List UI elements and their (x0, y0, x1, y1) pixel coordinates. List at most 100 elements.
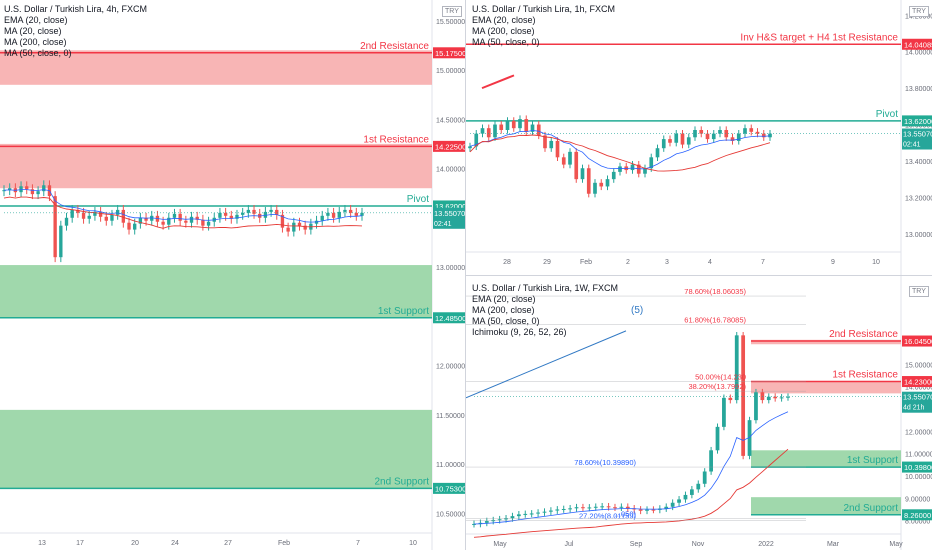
candle-body (689, 489, 694, 495)
y-tick-label: 14.00000 (436, 167, 465, 174)
currency-badge: TRY (909, 286, 929, 297)
candle-body (2, 190, 6, 192)
candle-body (497, 519, 502, 521)
pane-divider-vertical[interactable] (465, 0, 466, 550)
chart-1w-pane[interactable]: 16.0000015.0000014.0000013.0000012.00000… (466, 276, 932, 550)
level-label: Pivot (876, 109, 898, 120)
x-tick-label: 10 (409, 540, 417, 547)
candle-body (722, 397, 726, 427)
candle-body (661, 139, 666, 149)
candle-body (680, 133, 685, 145)
candle-body (348, 209, 353, 213)
y-tick-label: 13.00000 (905, 232, 932, 239)
candle-body (144, 217, 148, 221)
chart-1w-svg[interactable]: 16.0000015.0000014.0000013.0000012.00000… (466, 276, 932, 550)
candle-body (320, 215, 324, 221)
candle-body (518, 119, 522, 129)
candle-body (110, 214, 114, 221)
level-label: 2nd Support (844, 503, 899, 514)
candle-body (201, 219, 205, 226)
candle-body (195, 216, 199, 220)
candle-body (87, 215, 91, 219)
ma-line (3, 196, 363, 229)
fib-label: 78.60%(18.06035) (684, 287, 746, 296)
candle-body (354, 212, 358, 216)
x-tick-label: 13 (38, 540, 46, 547)
legend-ema: EMA (20, close) (4, 15, 68, 25)
candle-body (574, 151, 579, 180)
chart-1h-pane[interactable]: 14.2000014.0000013.8000013.6000013.40000… (466, 0, 932, 275)
candle-body (468, 146, 472, 149)
candle-body (749, 128, 754, 132)
chart-4h-title: U.S. Dollar / Turkish Lira, 4h, FXCM (4, 4, 148, 14)
chart-1h-svg[interactable]: 14.2000014.0000013.8000013.6000013.40000… (466, 0, 932, 275)
x-tick-label: 4 (708, 259, 712, 266)
candle-body (651, 509, 656, 511)
candle-body (555, 140, 560, 158)
fib-label: 27.20%(8.01159) (579, 511, 636, 520)
candle-body (760, 392, 765, 401)
legend-ma50: MA (50, close, 0) (472, 316, 540, 326)
candle-body (178, 213, 182, 221)
resistance-zone (751, 339, 901, 345)
chart-4h-pane[interactable]: 15.50000 15.00000 14.50000 14.00000 13.00000… (0, 0, 465, 550)
candle-body (523, 513, 528, 515)
level-label: 1st Resistance (363, 134, 429, 145)
candle-body (754, 392, 758, 421)
candle-body (161, 221, 165, 225)
candle-body (478, 522, 483, 524)
level-price-badge-bg (902, 335, 932, 347)
level-label: 1st Support (847, 455, 898, 466)
candle-body (510, 516, 515, 519)
x-tick-label: 17 (76, 540, 84, 547)
y-tick-label: 13.20000 (905, 195, 932, 202)
countdown-label: 4d 21h (903, 405, 925, 412)
candle-body (568, 508, 573, 510)
candle-body (779, 397, 784, 399)
candle-body (773, 396, 778, 399)
candle-body (574, 507, 579, 509)
fib-label: 78.60%(10.39890) (574, 458, 636, 467)
support-zone (0, 265, 432, 319)
y-tick-label: 13.80000 (905, 86, 932, 93)
candle-body (235, 214, 239, 219)
chart-4h-svg[interactable]: 15.50000 15.00000 14.50000 14.00000 13.00000… (0, 0, 465, 550)
x-tick-label: Sep (630, 541, 643, 548)
candle-body (747, 420, 752, 456)
candle-body (529, 513, 534, 515)
candle-body (618, 166, 622, 172)
candle-body (138, 217, 143, 224)
candle-body (8, 188, 12, 191)
candle-body (511, 120, 516, 129)
candle-body (491, 520, 496, 522)
candle-body (606, 506, 611, 508)
x-tick-label: Feb (278, 540, 290, 547)
y-tick-label: 9.00000 (905, 496, 930, 503)
pane-divider-horizontal[interactable] (466, 275, 932, 276)
candle-body (167, 217, 171, 225)
level-price-badge: 13.62000 (435, 202, 465, 211)
candle-body (172, 213, 177, 218)
level-price-badge: 15.17500 (435, 49, 465, 58)
candle-body (133, 223, 137, 230)
level-label: 1st Resistance (832, 370, 898, 381)
support-zone (0, 409, 432, 489)
candle-body (630, 164, 635, 171)
candle-body (252, 209, 256, 214)
candle-body (360, 212, 364, 216)
candle-body (580, 168, 585, 180)
resistance-zone (751, 381, 901, 394)
level-price-badge: 14.04085 (904, 40, 932, 49)
last-price-badge-bg (902, 128, 932, 150)
y-tick-label: 12.00000 (436, 364, 465, 371)
candle-body (561, 157, 566, 165)
legend-ma50: MA (50, close, 0) (472, 37, 540, 47)
candle-body (343, 209, 347, 212)
y-tick-label: 8.00000 (905, 519, 930, 526)
candle-body (30, 189, 35, 195)
candle-body (286, 227, 290, 232)
resistance-zone (0, 143, 432, 189)
wave-label: (5) (631, 305, 643, 316)
chart-4h-legend: U.S. Dollar / Turkish Lira, 4h, FXCM EMA… (4, 4, 147, 59)
chart-1w-title: U.S. Dollar / Turkish Lira, 1W, FXCM (472, 283, 619, 293)
